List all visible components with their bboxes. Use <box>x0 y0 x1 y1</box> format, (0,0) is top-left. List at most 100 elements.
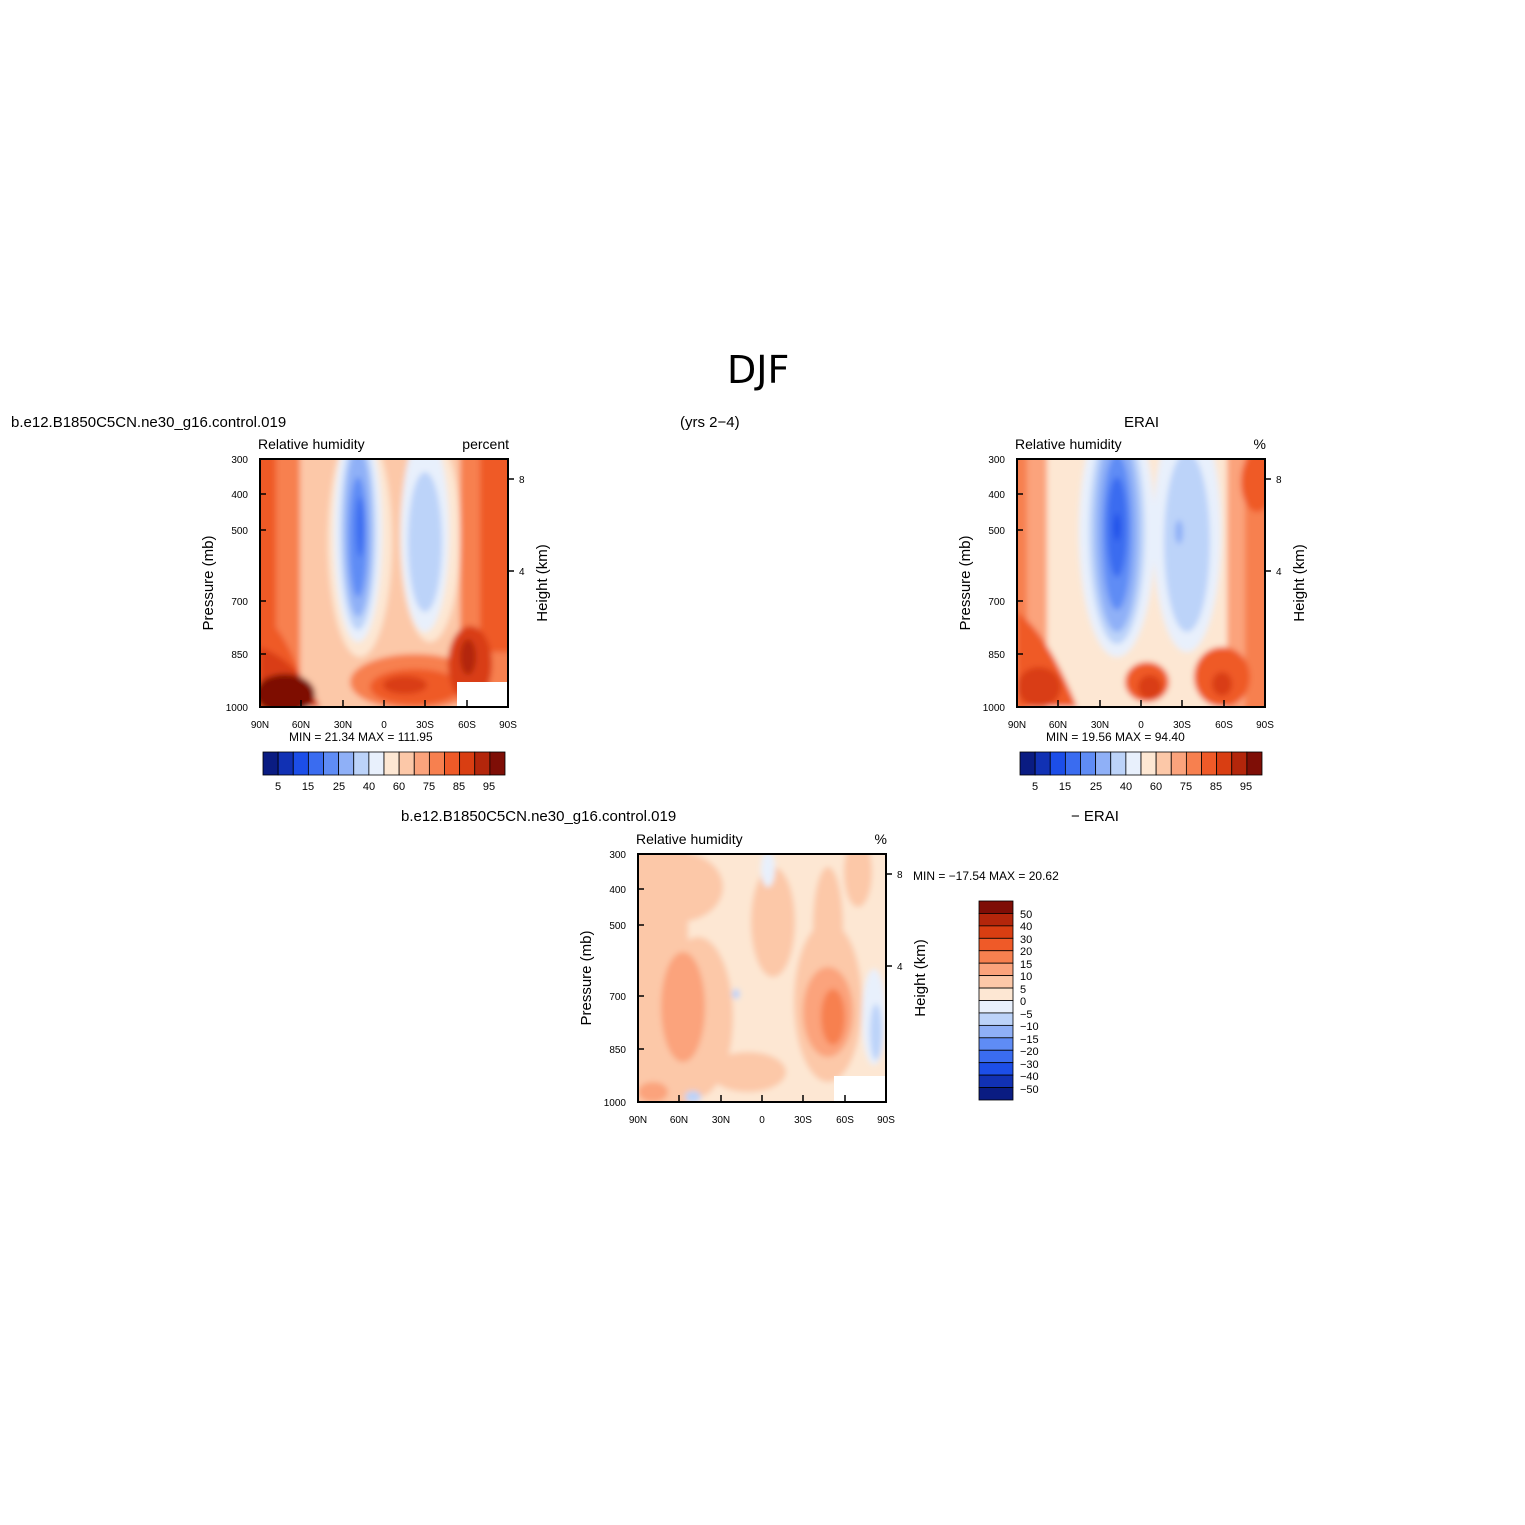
obs-cb-label: 85 <box>1210 781 1222 793</box>
model-ytick-1000: 1000 <box>226 703 249 714</box>
case-name-diff: b.e12.B1850C5CN.ne30_g16.control.019 <box>401 808 677 825</box>
model-panel: Relative humidity percent <box>200 436 551 793</box>
diff-colorbar-labels: 50 40 30 20 15 10 5 0 −5 −10 −15 −20 −30… <box>1020 909 1039 1096</box>
diff-ytick-850: 850 <box>609 1045 626 1056</box>
diff-cb-label: −5 <box>1020 1009 1033 1021</box>
obs-title-left: Relative humidity <box>1015 436 1122 452</box>
obs-xtick-60S: 60S <box>1215 720 1233 731</box>
colorbar-swatch <box>1019 751 1036 776</box>
colorbar-swatch <box>444 751 461 776</box>
obs-contours <box>1017 459 1265 707</box>
colorbar-swatch <box>978 900 1014 914</box>
diff-xtick-60N: 60N <box>670 1115 688 1126</box>
diff-xtick-90N: 90N <box>629 1115 647 1126</box>
colorbar-swatch <box>277 751 294 776</box>
diff-ytick-400: 400 <box>609 885 626 896</box>
case-name-left: b.e12.B1850C5CN.ne30_g16.control.019 <box>11 414 287 431</box>
diff-y2tick-8: 8 <box>897 870 903 881</box>
model-xtick-30S: 30S <box>416 720 434 731</box>
diff-cb-label: 20 <box>1020 946 1032 958</box>
diff-y2tick-4: 4 <box>897 962 903 973</box>
obs-ylabel: Pressure (mb) <box>957 535 974 630</box>
model-ylabel: Pressure (mb) <box>200 535 217 630</box>
colorbar-swatch <box>1231 751 1248 776</box>
obs-y2-ticks: 8 4 <box>1265 475 1282 578</box>
obs-ytick-1000: 1000 <box>983 703 1006 714</box>
model-y2-ticks: 8 4 <box>508 475 525 578</box>
colorbar-swatch <box>1216 751 1233 776</box>
colorbar-swatch <box>978 1049 1014 1064</box>
colorbar-swatch <box>1080 751 1097 776</box>
colorbar-swatch <box>1125 751 1142 776</box>
diff-ytick-500: 500 <box>609 921 626 932</box>
diff-y-ticks: 300 400 500 700 850 1000 <box>604 850 644 1109</box>
obs-ytick-850: 850 <box>988 650 1005 661</box>
diff-x-ticks: 90N 60N 30N 0 30S 60S 90S <box>629 1095 895 1126</box>
colorbar-swatch <box>323 751 340 776</box>
model-xtick-30N: 30N <box>334 720 352 731</box>
colorbar-swatch <box>978 962 1014 977</box>
obs-colorbar-labels: 5 15 25 40 60 75 85 95 <box>1032 781 1252 793</box>
diff-cb-label: 10 <box>1020 971 1032 983</box>
model-xtick-0: 0 <box>381 720 387 731</box>
diff-label: − ERAI <box>1071 808 1119 825</box>
model-x-ticks: 90N 60N 30N 0 30S 60S 90S <box>251 700 517 731</box>
colorbar-swatch <box>978 913 1014 927</box>
colorbar-swatch <box>1170 751 1187 776</box>
colorbar-swatch <box>368 751 385 776</box>
colorbar-swatch <box>978 1037 1014 1051</box>
obs-ytick-500: 500 <box>988 526 1005 537</box>
diff-colorbar <box>978 900 1014 1101</box>
model-ytick-500: 500 <box>231 526 248 537</box>
colorbar-swatch <box>1034 751 1051 776</box>
obs-cb-label: 5 <box>1032 781 1038 793</box>
obs-cb-label: 25 <box>1090 781 1102 793</box>
diff-xtick-90S: 90S <box>877 1115 895 1126</box>
model-cb-label: 40 <box>363 781 375 793</box>
diff-y2-ticks: 8 4 <box>886 870 903 973</box>
obs-cb-label: 15 <box>1059 781 1071 793</box>
obs-ytick-300: 300 <box>988 455 1005 466</box>
diff-xtick-30N: 30N <box>712 1115 730 1126</box>
years-label: (yrs 2−4) <box>680 414 740 431</box>
colorbar-swatch <box>262 751 279 776</box>
model-cb-label: 60 <box>393 781 405 793</box>
model-xtick-90S: 90S <box>499 720 517 731</box>
diff-ytick-1000: 1000 <box>604 1098 627 1109</box>
colorbar-swatch <box>1155 751 1172 776</box>
model-ytick-700: 700 <box>231 597 248 608</box>
diff-cb-label: −20 <box>1020 1046 1039 1058</box>
obs-xtick-90S: 90S <box>1256 720 1274 731</box>
colorbar-swatch <box>978 987 1014 1001</box>
model-cb-label: 95 <box>483 781 495 793</box>
obs-cb-label: 60 <box>1150 781 1162 793</box>
colorbar-swatch <box>1140 751 1157 776</box>
obs-xtick-0: 0 <box>1138 720 1144 731</box>
diff-cb-label: −40 <box>1020 1071 1039 1083</box>
model-xtick-60N: 60N <box>292 720 310 731</box>
colorbar-swatch <box>428 751 445 776</box>
diff-title-left: Relative humidity <box>636 831 743 847</box>
colorbar-swatch <box>1049 751 1066 776</box>
diff-cb-label: 40 <box>1020 921 1032 933</box>
model-y-ticks: 300 400 500 700 850 1000 <box>226 455 266 714</box>
diff-ytick-700: 700 <box>609 992 626 1003</box>
colorbar-swatch <box>978 937 1014 952</box>
colorbar-swatch <box>474 751 491 776</box>
diff-contours <box>638 854 886 1102</box>
colorbar-swatch <box>978 1062 1014 1076</box>
colorbar-swatch <box>292 751 309 776</box>
colorbar-swatch <box>1095 751 1112 776</box>
diff-cb-label: 15 <box>1020 959 1032 971</box>
diff-xtick-60S: 60S <box>836 1115 854 1126</box>
model-min-max: MIN = 21.34 MAX = 111.95 <box>289 730 433 744</box>
diff-cb-label: −15 <box>1020 1034 1039 1046</box>
colorbar-swatch <box>978 1000 1014 1014</box>
obs-panel: Relative humidity % <box>957 436 1308 793</box>
obs-y-ticks: 300 400 500 700 850 1000 <box>983 455 1023 714</box>
model-cb-label: 25 <box>333 781 345 793</box>
obs-title-right: % <box>1254 436 1266 452</box>
colorbar-swatch <box>978 950 1014 964</box>
colorbar-swatch <box>1246 751 1263 776</box>
colorbar-swatch <box>978 1087 1014 1101</box>
